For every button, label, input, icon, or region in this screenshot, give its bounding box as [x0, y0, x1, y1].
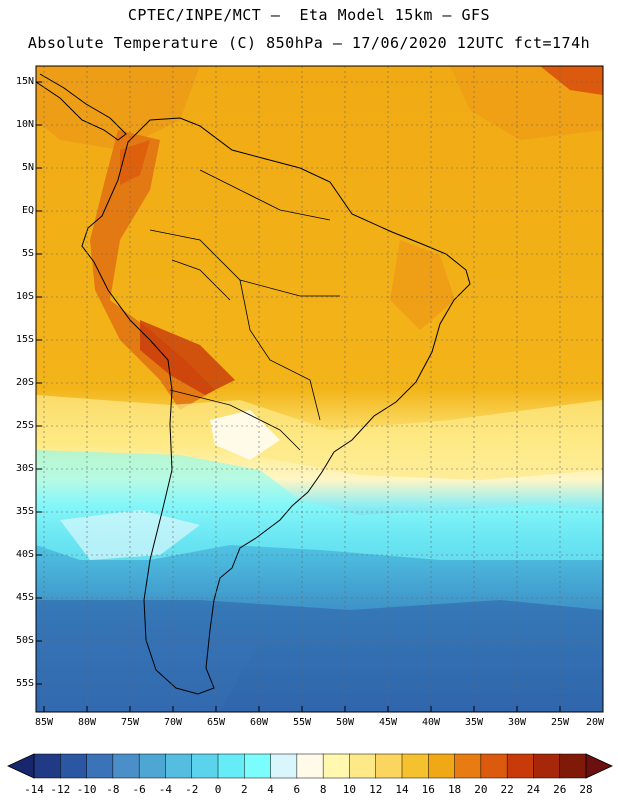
- colorbar-cell: [270, 753, 298, 779]
- country-borders: [149, 169, 340, 451]
- colorbar-cell: [454, 753, 482, 779]
- lon-label-65w: 65W: [206, 717, 226, 728]
- continent-outline: [81, 117, 471, 695]
- lat-label-45s: 45S: [15, 592, 34, 603]
- lat-label-30s: 30S: [15, 463, 34, 474]
- colorbar-tick-label: 16: [421, 783, 435, 796]
- colorbar-cell: [322, 753, 351, 779]
- colorbar-cell: [112, 753, 140, 779]
- colorbar-cell: [217, 753, 246, 779]
- colorbar-tick-label: 18: [447, 783, 462, 796]
- colorbar-tick-label: -8: [106, 783, 120, 796]
- lat-label-10s: 10S: [15, 291, 34, 302]
- lat-label-50s: 50S: [15, 635, 34, 646]
- lat-label-55s: 55S: [15, 678, 34, 689]
- lon-label-50w: 50W: [335, 717, 355, 728]
- colorbar-tick-label: -4: [158, 783, 173, 796]
- colorbar-cell: [428, 753, 456, 779]
- colorbar-cell: [401, 753, 430, 779]
- colorbar-tick-label: 28: [579, 783, 593, 796]
- lon-label-25w: 25W: [550, 717, 570, 728]
- colorbar-cell: [375, 753, 403, 779]
- lon-label-80w: 80W: [77, 717, 97, 728]
- lon-label-30w: 30W: [507, 717, 527, 728]
- colorbar-cell: [60, 753, 88, 779]
- colorbar-tick-label: -6: [132, 783, 146, 796]
- colorbar-tick-label: 4: [267, 783, 274, 796]
- lat-label-eq: EQ: [21, 205, 34, 216]
- colorbar-tick-label: 8: [319, 783, 327, 796]
- colorbar-cell: [533, 753, 561, 779]
- colorbar-tick-label: 10: [342, 783, 357, 796]
- lat-label-15s: 15S: [15, 334, 34, 345]
- lat-label-35s: 35S: [15, 506, 34, 517]
- colorbar-tick-label: 14: [395, 783, 409, 796]
- lat-label-15n: 15N: [15, 76, 34, 87]
- colorbar-tick-label: 0: [214, 783, 222, 796]
- colorbar-cell: [191, 753, 219, 779]
- colorbar-cell: [138, 753, 167, 779]
- colorbar-cell: [349, 753, 377, 779]
- lon-label-40w: 40W: [421, 717, 441, 728]
- axis-ticks: [36, 81, 561, 712]
- colorbar-cell: [296, 753, 324, 779]
- lon-label-70w: 70W: [163, 717, 183, 728]
- colorbar-high-arrow: [585, 753, 613, 779]
- map-frame: [35, 65, 604, 713]
- colorbar-tick-label: 26: [553, 783, 567, 796]
- lat-label-20s: 20S: [15, 377, 34, 388]
- lon-label-45w: 45W: [378, 717, 398, 728]
- map-title-line-2: Absolute Temperature (C) 850hPa – 17/06/…: [27, 34, 591, 52]
- colorbar-tick-label: 2: [240, 783, 248, 796]
- colorbar-tick-label: 22: [500, 783, 514, 796]
- lon-label-75w: 75W: [120, 717, 140, 728]
- lon-label-55w: 55W: [292, 717, 312, 728]
- colorbar-tick-label: 24: [526, 783, 541, 796]
- colorbar-tick-label: -10: [76, 783, 97, 796]
- colorbar-tick-label: 20: [474, 783, 488, 796]
- colorbar-cell: [86, 753, 114, 779]
- lat-label-10n: 10N: [15, 119, 34, 130]
- colorbar-cell: [165, 753, 193, 779]
- map-title-line-1: CPTEC/INPE/MCT – Eta Model 15km – GFS: [127, 6, 491, 24]
- colorbar-cell: [480, 753, 508, 779]
- colorbar-tick-label: 12: [369, 783, 383, 796]
- lon-label-85w: 85W: [34, 717, 54, 728]
- colorbar-cell: [33, 753, 62, 779]
- colorbar-tick-label: 6: [293, 783, 301, 796]
- colorbar-tick-label: -12: [50, 783, 71, 796]
- lon-label-20w: 20W: [585, 717, 605, 728]
- lat-label-40s: 40S: [15, 549, 34, 560]
- lat-label-25s: 25S: [15, 420, 34, 431]
- colorbar-cell: [559, 753, 587, 779]
- colorbar-low-arrow: [7, 753, 35, 779]
- central-america-outline: [35, 73, 127, 141]
- lon-label-35w: 35W: [464, 717, 484, 728]
- lat-label-5s: 5S: [21, 248, 34, 259]
- colorbar-tick-label: -14: [24, 783, 44, 796]
- colorbar-cell: [244, 753, 272, 779]
- lon-label-60w: 60W: [249, 717, 269, 728]
- colorbar-cell: [506, 753, 535, 779]
- lat-label-5n: 5N: [21, 162, 34, 173]
- colorbar-tick-label: -2: [185, 783, 199, 796]
